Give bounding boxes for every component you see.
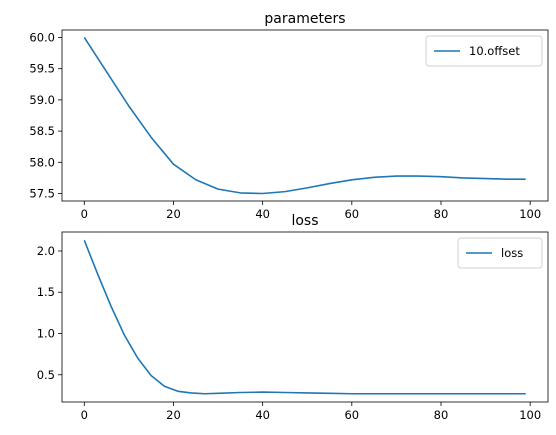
x-tick-label: 100	[519, 207, 541, 221]
legend-label: loss	[501, 246, 523, 260]
x-tick-label: 40	[255, 207, 270, 221]
x-tick-label: 40	[255, 408, 270, 422]
y-tick-label: 1.5	[37, 285, 55, 299]
y-tick-label: 59.0	[29, 93, 55, 107]
chart-title: loss	[291, 213, 318, 229]
y-tick-label: 1.0	[37, 327, 55, 341]
series-line-loss	[83, 239, 526, 395]
x-tick-label: 60	[344, 408, 359, 422]
legend-box	[457, 237, 543, 269]
x-tick-label: 80	[434, 408, 449, 422]
y-tick-label: 60.0	[29, 30, 55, 44]
x-tick-label: 0	[81, 408, 88, 422]
legend-box	[425, 35, 543, 67]
chart-title: parameters	[264, 11, 345, 27]
y-tick-label: 58.5	[29, 124, 55, 138]
x-tick-label: 100	[519, 408, 541, 422]
axes-frame	[61, 29, 549, 202]
x-tick-label: 20	[166, 207, 181, 221]
x-tick-label: 0	[81, 207, 88, 221]
legend-label: 10.offset	[469, 44, 520, 58]
axes-frame	[61, 231, 549, 403]
chart-panel-0: parameters 0 20 40 60 80 100 57.5 58.0 58.5 59.0 59…	[29, 11, 549, 221]
y-tick-label: 57.5	[29, 187, 55, 201]
y-tick-label: 0.5	[37, 368, 55, 382]
series-line-10.offset	[83, 37, 526, 195]
y-tick-label: 59.5	[29, 62, 55, 76]
y-tick-label: 58.0	[29, 155, 55, 169]
x-tick-label: 60	[344, 207, 359, 221]
chart-panel-1: loss 0 20 40 60 80 100 0.5 1.0 1.5 2.0 loss	[37, 213, 549, 422]
x-tick-label: 80	[434, 207, 449, 221]
y-tick-label: 2.0	[37, 244, 55, 258]
x-tick-label: 20	[166, 408, 181, 422]
